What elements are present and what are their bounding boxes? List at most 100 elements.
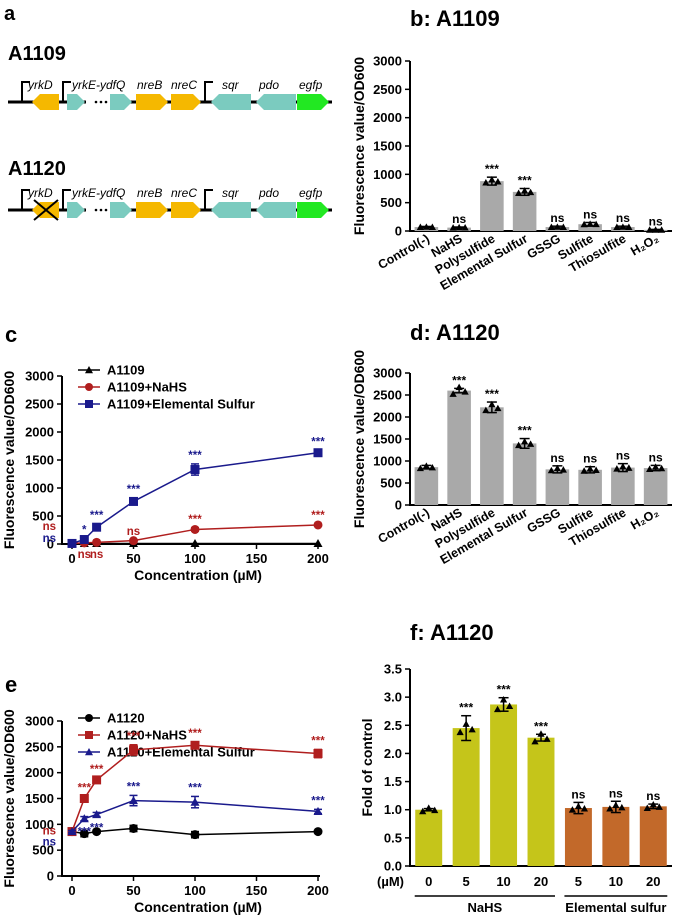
legend-label: A1120: [107, 711, 145, 726]
significance-label: ***: [534, 719, 548, 733]
ellipsis-dot: [94, 208, 98, 212]
data-point: [92, 775, 102, 785]
replicate-point: [482, 179, 490, 186]
y-tick-label: 0: [47, 537, 54, 552]
y-tick-label: 500: [32, 843, 54, 858]
replicate-point: [612, 801, 620, 809]
yrkD-gene: [32, 94, 59, 110]
x-tick-label: 150: [246, 883, 268, 898]
replicate-point: [494, 404, 502, 412]
y-tick-label: 1500: [373, 432, 402, 447]
replicate-point: [527, 440, 535, 447]
bar: [545, 469, 570, 505]
x-tick-label: 0: [68, 551, 75, 566]
y-tick-label: 2500: [373, 82, 402, 97]
replicate-point: [521, 187, 529, 194]
y-tick-label: 2000: [373, 410, 402, 425]
gene-label-egfp: egfp: [299, 78, 323, 92]
data-point: [129, 496, 138, 506]
replicate-point: [619, 223, 627, 230]
significance-label: ***: [452, 373, 466, 387]
replicate-point: [613, 223, 621, 231]
y-tick-label: 0: [47, 869, 54, 884]
replicate-point: [488, 176, 496, 183]
gene-label-nreB: nreB: [137, 186, 162, 200]
replicate-point: [592, 220, 600, 228]
significance-label: ns: [127, 526, 140, 538]
bar: [643, 468, 668, 505]
significance-label: ***: [78, 782, 92, 794]
chart-d: d: A1120 0 500 1000 1500 2000 2500 3000 Fluoresc…: [351, 320, 672, 567]
replicate-point: [449, 224, 457, 231]
sqr-gene: [211, 94, 251, 110]
data-point: [79, 814, 89, 823]
data-point: [190, 538, 200, 548]
replicate-point: [652, 463, 660, 470]
bar: [447, 390, 471, 505]
replicate-point: [461, 224, 469, 231]
bar: [564, 808, 592, 866]
y-tick-label: 500: [380, 195, 402, 210]
y-tick-label: 1000: [373, 454, 402, 469]
ellipsis-dot: [94, 100, 98, 104]
legend-marker: [85, 400, 93, 408]
replicate-point: [543, 735, 551, 742]
replicate-point: [592, 466, 600, 474]
sqr-gene: [211, 202, 251, 218]
y-tick-label: 1500: [25, 453, 54, 468]
egfp-gene: [297, 94, 329, 110]
replicate-point: [493, 705, 502, 713]
y-axis-label: Fluorescence value/OD600: [351, 350, 367, 528]
y-tick-label: 500: [32, 509, 54, 524]
replicate-point: [547, 223, 555, 231]
bar: [578, 469, 602, 505]
pdo-gene: [256, 94, 296, 110]
panel-letter: e: [5, 672, 17, 697]
replicate-point: [422, 223, 430, 230]
x-tick-label: 150: [246, 551, 268, 566]
x-tick-label: 0: [68, 883, 75, 898]
x-tick-label: 5: [463, 874, 470, 889]
replicate-point: [646, 465, 654, 473]
x-tick-label: H₂O₂: [628, 505, 661, 532]
replicate-point: [455, 223, 463, 231]
data-point: [79, 829, 89, 839]
significance-label: ***: [90, 823, 104, 835]
replicate-point: [488, 400, 496, 408]
ellipsis-dot: [99, 100, 103, 104]
y-tick-label: 1000: [25, 817, 54, 832]
significance-label: ns: [43, 521, 56, 533]
replicate-point: [428, 463, 436, 471]
data-point: [190, 740, 200, 750]
data-point: [190, 465, 200, 475]
significance-label: ns: [583, 208, 597, 222]
ellipsis-dot: [104, 100, 108, 104]
x-tick-label: 20: [646, 874, 660, 889]
operon-diagram-a1120: A1120 yrkD yrkE-ydfQ nreB nreC sqr pdo egfp: [8, 158, 332, 221]
pdo-gene: [256, 202, 296, 218]
gene-label-pdo: pdo: [258, 78, 279, 92]
replicate-point: [553, 464, 561, 472]
data-point: [92, 827, 102, 837]
chart-title: f: A1120: [410, 620, 494, 645]
replicate-point: [521, 437, 529, 445]
x-tick-label: 20: [534, 874, 548, 889]
significance-label: ***: [127, 781, 141, 793]
group-label: NaHS: [468, 900, 503, 915]
x-tick-label: 50: [126, 551, 140, 566]
legend-marker: [85, 383, 93, 391]
data-point: [313, 827, 323, 837]
gene-label-pdo: pdo: [258, 186, 279, 200]
promoter-3-arrow-icon: [204, 81, 213, 102]
y-tick-label: 1500: [25, 791, 54, 806]
x-tick-label: 200: [307, 551, 329, 566]
y-tick-label: 3000: [25, 369, 54, 384]
replicate-point: [613, 465, 621, 472]
x-tick-label: GSSG: [525, 231, 563, 261]
bar: [512, 191, 537, 231]
y-tick-label: 2500: [25, 739, 54, 754]
replicate-point: [531, 737, 539, 745]
replicate-point: [537, 730, 545, 737]
replicate-point: [431, 806, 439, 814]
significance-label: ***: [127, 484, 141, 496]
